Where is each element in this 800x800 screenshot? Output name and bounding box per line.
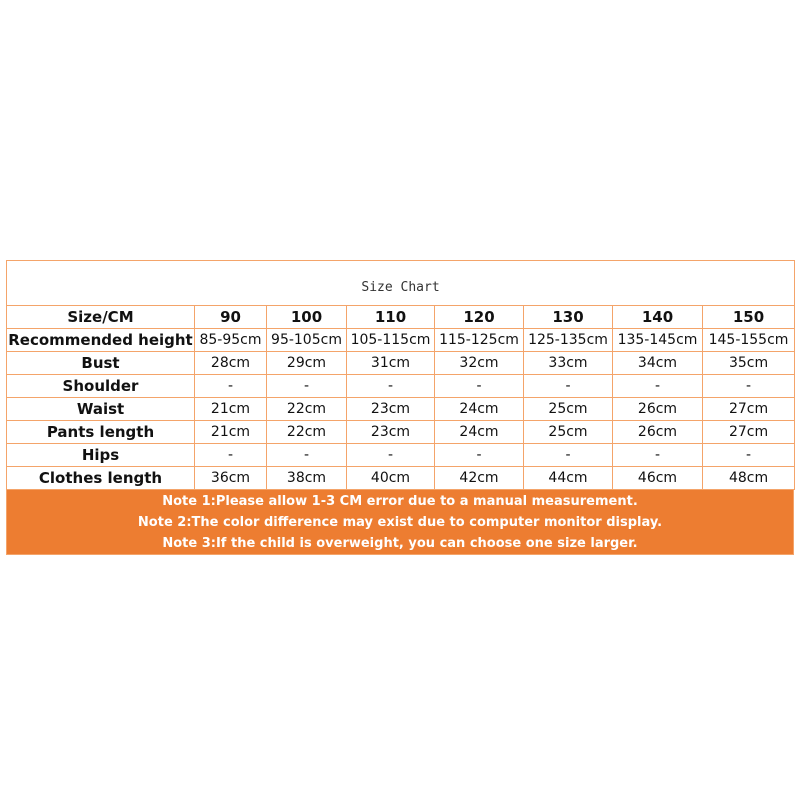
table-cell: 38cm [266, 466, 347, 490]
row-label: Clothes length [6, 466, 195, 490]
table-row: Waist 21cm 22cm 23cm 24cm 25cm 26cm 27cm [6, 397, 796, 421]
table-cell: 23cm [346, 397, 435, 421]
table-cell: - [612, 443, 703, 467]
note-1: Note 1:Please allow 1-3 CM error due to … [162, 493, 638, 509]
column-header: 120 [434, 305, 524, 329]
table-cell: 22cm [266, 397, 347, 421]
table-row: Hips - - - - - - - [6, 443, 796, 467]
table-cell: 145-155cm [701, 328, 796, 352]
table-cell: - [523, 374, 613, 398]
table-cell: 105-115cm [346, 328, 435, 352]
column-header: 100 [266, 305, 347, 329]
table-cell: 32cm [434, 351, 524, 375]
table-cell: 35cm [701, 351, 796, 375]
table-cell: 22cm [266, 420, 347, 444]
table-cell: 26cm [612, 420, 703, 444]
table-row: Clothes length 36cm 38cm 40cm 42cm 44cm 46cm 48… [6, 466, 796, 490]
table-cell: 48cm [701, 466, 796, 490]
table-cell: - [346, 443, 435, 467]
table-cell: 115-125cm [434, 328, 524, 352]
table-cell: 23cm [346, 420, 435, 444]
notes-box: Note 1:Please allow 1-3 CM error due to … [6, 490, 794, 555]
table-cell: 25cm [523, 420, 613, 444]
table-cell: 21cm [194, 420, 267, 444]
note-3: Note 3:If the child is overweight, you c… [162, 535, 638, 551]
table-cell: 29cm [266, 351, 347, 375]
table-cell: 85-95cm [194, 328, 267, 352]
table-cell: 31cm [346, 351, 435, 375]
table-cell: 25cm [523, 397, 613, 421]
table-cell: 26cm [612, 397, 703, 421]
note-2: Note 2:The color difference may exist du… [137, 514, 663, 530]
column-header: 110 [346, 305, 435, 329]
table-cell: - [266, 374, 347, 398]
table-row: Shoulder - - - - - - - [6, 374, 796, 398]
size-chart: Size Chart Size/CM 90 100 110 120 130 140 150 Re… [5, 260, 796, 555]
column-header: 140 [612, 305, 703, 329]
table-cell: - [523, 443, 613, 467]
column-header: Size/CM [6, 305, 195, 329]
row-label: Shoulder [6, 374, 195, 398]
table-cell: 24cm [434, 397, 524, 421]
table-row: Pants length 21cm 22cm 23cm 24cm 25cm 26cm 27cm [6, 420, 796, 444]
table-cell: 27cm [701, 420, 796, 444]
table-cell: - [346, 374, 435, 398]
table-cell: - [701, 443, 796, 467]
table-cell: 125-135cm [523, 328, 613, 352]
header-row: Size/CM 90 100 110 120 130 140 150 [6, 305, 796, 329]
table-row: Recommended height 85-95cm 95-105cm 105-115… [6, 328, 796, 352]
column-header: 150 [701, 305, 796, 329]
row-label: Hips [6, 443, 195, 467]
table-cell: 33cm [523, 351, 613, 375]
table-cell: 28cm [194, 351, 267, 375]
table-cell: 40cm [346, 466, 435, 490]
size-table: Size Chart Size/CM 90 100 110 120 130 140 150 Re… [5, 260, 796, 490]
table-cell: - [266, 443, 347, 467]
row-label: Bust [6, 351, 195, 375]
table-cell: 21cm [194, 397, 267, 421]
table-cell: 24cm [434, 420, 524, 444]
column-header: 90 [194, 305, 267, 329]
table-cell: 46cm [612, 466, 703, 490]
table-cell: 135-145cm [612, 328, 703, 352]
table-cell: 34cm [612, 351, 703, 375]
table-cell: - [194, 374, 267, 398]
table-cell: 42cm [434, 466, 524, 490]
table-cell: - [434, 374, 524, 398]
table-cell: 44cm [523, 466, 613, 490]
table-cell: - [701, 374, 796, 398]
chart-title: Size Chart [5, 260, 796, 306]
row-label: Recommended height [6, 328, 195, 352]
table-cell: 95-105cm [266, 328, 347, 352]
table-cell: - [612, 374, 703, 398]
row-label: Waist [6, 397, 195, 421]
table-row: Bust 28cm 29cm 31cm 32cm 33cm 34cm 35cm [6, 351, 796, 375]
table-cell: - [434, 443, 524, 467]
table-cell: 36cm [194, 466, 267, 490]
table-cell: - [194, 443, 267, 467]
table-cell: 27cm [701, 397, 796, 421]
column-header: 130 [523, 305, 613, 329]
row-label: Pants length [6, 420, 195, 444]
